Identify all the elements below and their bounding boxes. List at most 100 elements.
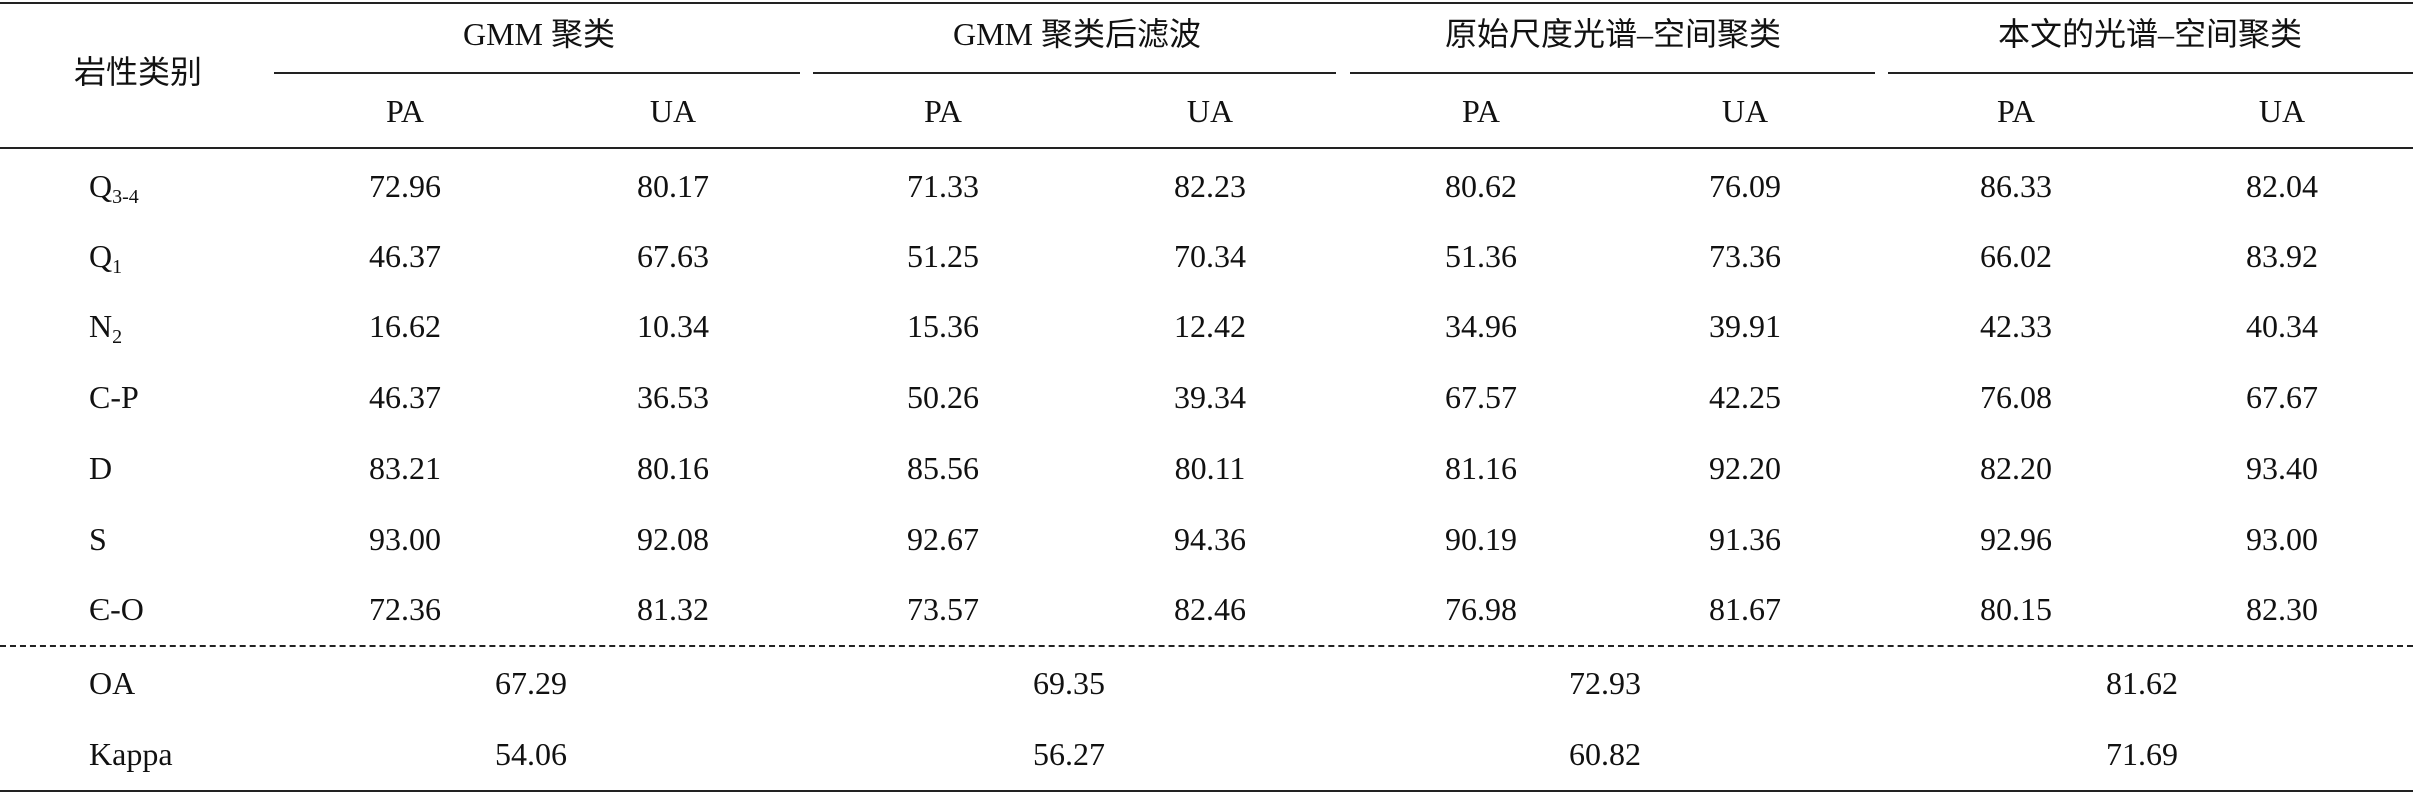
label-subscript: 2 xyxy=(112,326,123,348)
cell-value: 70.34 xyxy=(1174,238,1246,274)
column-header: UA xyxy=(1186,93,1234,129)
column-header: UA xyxy=(2258,93,2306,129)
label-text: N xyxy=(89,308,113,344)
cell-value: 80.15 xyxy=(1980,591,2052,627)
label-text: S xyxy=(89,521,107,557)
cell-value: 85.56 xyxy=(907,450,979,486)
group-header: GMM 聚类后滤波 xyxy=(952,16,1202,52)
cell-value: 81.16 xyxy=(1445,450,1517,486)
label-subscript: 3-4 xyxy=(112,186,139,208)
label-text: Є-O xyxy=(89,591,144,627)
cell-value: 92.08 xyxy=(637,521,709,557)
column-header: PA xyxy=(1997,93,2035,129)
cell-value: 50.26 xyxy=(907,379,979,415)
cell-value: 82.46 xyxy=(1174,591,1246,627)
group-rule xyxy=(274,72,800,74)
cell-value: 46.37 xyxy=(369,379,441,415)
bottom-rule xyxy=(0,790,2413,792)
cell-value: 81.67 xyxy=(1709,591,1781,627)
cell-value: 90.19 xyxy=(1445,521,1517,557)
label-text: Q xyxy=(89,238,113,274)
cell-value: 72.96 xyxy=(369,168,441,204)
cell-value: 39.34 xyxy=(1174,379,1246,415)
column-header: PA xyxy=(1462,93,1500,129)
row-label: Kappa xyxy=(89,736,173,772)
label-text: Q xyxy=(89,168,113,204)
cell-value: 67.67 xyxy=(2246,379,2318,415)
cell-value: 54.06 xyxy=(495,736,567,772)
row-label: Є-O xyxy=(89,593,144,625)
cell-value: 94.36 xyxy=(1174,521,1246,557)
cell-value: 69.35 xyxy=(1033,665,1105,701)
column-header: UA xyxy=(649,93,697,129)
cell-value: 67.63 xyxy=(637,238,709,274)
cell-value: 46.37 xyxy=(369,238,441,274)
cell-value: 51.36 xyxy=(1445,238,1517,274)
cell-value: 80.62 xyxy=(1445,168,1517,204)
cell-value: 66.02 xyxy=(1980,238,2052,274)
cell-value: 93.00 xyxy=(369,521,441,557)
cell-value: 56.27 xyxy=(1033,736,1105,772)
cell-value: 72.36 xyxy=(369,591,441,627)
row-label: Q3-4 xyxy=(89,168,139,207)
top-rule xyxy=(0,2,2413,4)
row-label: Q1 xyxy=(89,238,122,277)
cell-value: 76.08 xyxy=(1980,379,2052,415)
column-header: UA xyxy=(1721,93,1769,129)
cell-value: 73.57 xyxy=(907,591,979,627)
label-subscript: 1 xyxy=(112,256,123,278)
cell-value: 51.25 xyxy=(907,238,979,274)
column-header: PA xyxy=(924,93,962,129)
cell-value: 92.20 xyxy=(1709,450,1781,486)
cell-value: 73.36 xyxy=(1709,238,1781,274)
row-label: S xyxy=(89,523,107,555)
cell-value: 42.33 xyxy=(1980,308,2052,344)
group-header: 原始尺度光谱–空间聚类 xyxy=(1444,16,1782,52)
group-header: GMM 聚类 xyxy=(462,16,616,52)
cell-value: 16.62 xyxy=(369,308,441,344)
cell-value: 72.93 xyxy=(1569,665,1641,701)
row-label: N2 xyxy=(89,308,122,347)
group-header: 本文的光谱–空间聚类 xyxy=(1997,16,2303,52)
cell-value: 92.96 xyxy=(1980,521,2052,557)
cell-value: 93.00 xyxy=(2246,521,2318,557)
cell-value: 82.04 xyxy=(2246,168,2318,204)
cell-value: 83.21 xyxy=(369,450,441,486)
cell-value: 82.20 xyxy=(1980,450,2052,486)
cell-value: 39.91 xyxy=(1709,308,1781,344)
group-rule xyxy=(1350,72,1875,74)
label-text: D xyxy=(89,450,113,486)
label-text: C-P xyxy=(89,379,139,415)
summary-rule xyxy=(0,645,2413,647)
cell-value: 67.29 xyxy=(495,665,567,701)
cell-value: 80.17 xyxy=(637,168,709,204)
group-rule xyxy=(813,72,1336,74)
column-header: PA xyxy=(386,93,424,129)
cell-value: 86.33 xyxy=(1980,168,2052,204)
cell-value: 80.11 xyxy=(1174,450,1246,486)
header-rule xyxy=(0,147,2413,149)
cell-value: 83.92 xyxy=(2246,238,2318,274)
row-label: D xyxy=(89,452,112,484)
cell-value: 67.57 xyxy=(1445,379,1517,415)
cell-value: 15.36 xyxy=(907,308,979,344)
cell-value: 60.82 xyxy=(1569,736,1641,772)
row-label: C-P xyxy=(89,381,139,413)
cell-value: 12.42 xyxy=(1174,308,1246,344)
cell-value: 36.53 xyxy=(637,379,709,415)
cell-value: 91.36 xyxy=(1709,521,1781,557)
cell-value: 40.34 xyxy=(2246,308,2318,344)
row-label: OA xyxy=(89,665,136,701)
cell-value: 92.67 xyxy=(907,521,979,557)
cell-value: 76.09 xyxy=(1709,168,1781,204)
group-rule xyxy=(1888,72,2413,74)
cell-value: 71.69 xyxy=(2106,736,2178,772)
cell-value: 34.96 xyxy=(1445,308,1517,344)
corner-header: 岩性类别 xyxy=(73,54,203,90)
cell-value: 82.23 xyxy=(1174,168,1246,204)
cell-value: 81.32 xyxy=(637,591,709,627)
cell-value: 71.33 xyxy=(907,168,979,204)
cell-value: 42.25 xyxy=(1709,379,1781,415)
cell-value: 82.30 xyxy=(2246,591,2318,627)
